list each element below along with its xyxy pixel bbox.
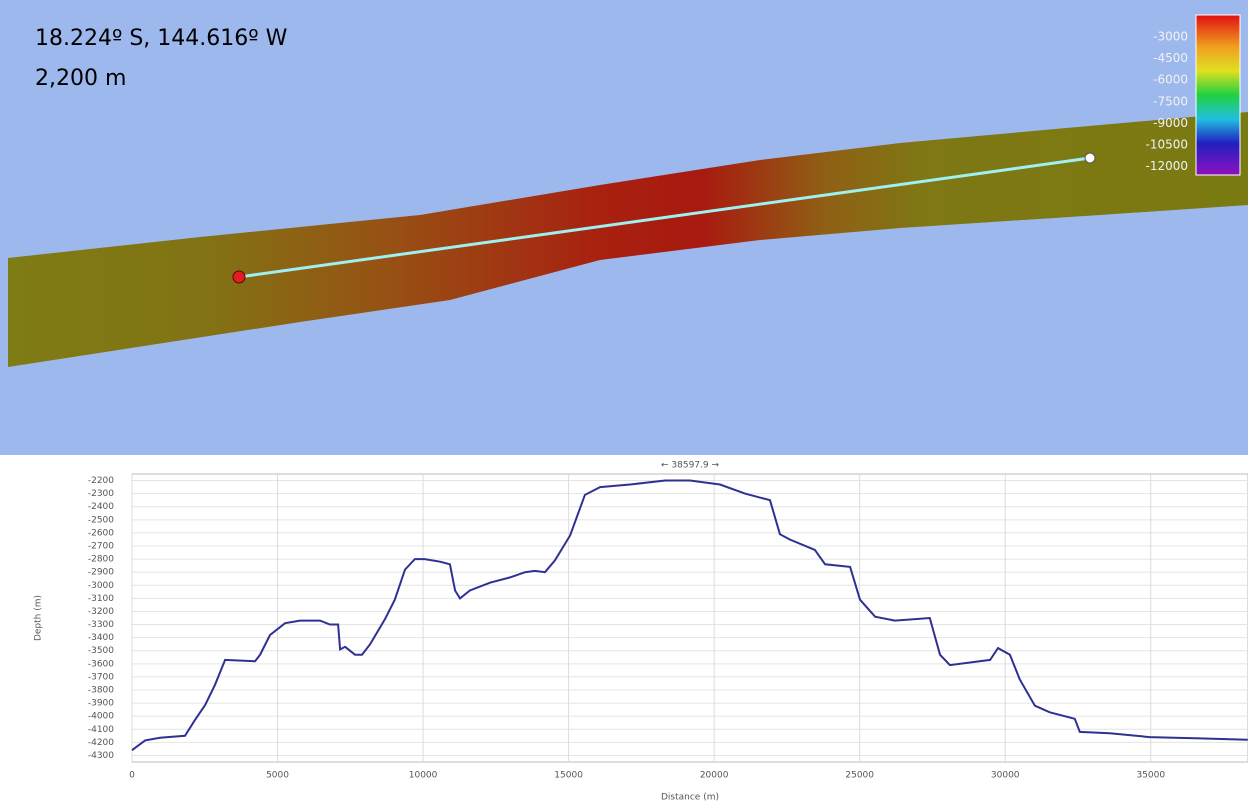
x-tick-label: 15000	[554, 771, 583, 781]
y-tick-label: -2300	[88, 489, 114, 499]
y-tick-label: -3900	[88, 699, 114, 709]
y-tick-label: -3700	[88, 672, 114, 682]
y-tick-label: -4200	[88, 738, 114, 748]
start-marker	[233, 271, 245, 283]
y-tick-label: -4300	[88, 751, 114, 761]
colorbar-label: -10500	[1145, 138, 1188, 152]
colorbar-label: -7500	[1153, 94, 1188, 108]
x-tick-label: 0	[129, 771, 135, 781]
y-tick-label: -3400	[88, 633, 114, 643]
y-tick-label: -2600	[88, 528, 114, 538]
colorbar-label: -12000	[1145, 159, 1188, 173]
x-axis-label: Distance (m)	[661, 793, 719, 803]
y-tick-label: -2700	[88, 542, 114, 552]
y-tick-label: -3600	[88, 659, 114, 669]
y-tick-label: -3100	[88, 594, 114, 604]
x-tick-label: 5000	[266, 771, 289, 781]
plot-area	[132, 474, 1248, 762]
y-tick-label: -2500	[88, 515, 114, 525]
depth-label: 2,200 m	[35, 66, 126, 91]
y-tick-label: -3000	[88, 581, 114, 591]
colorbar	[1196, 15, 1240, 175]
colorbar-label: -9000	[1153, 116, 1188, 130]
colorbar-label: -3000	[1153, 30, 1188, 44]
span-label: ← 38597.9 →	[661, 461, 719, 471]
y-tick-label: -2900	[88, 568, 114, 578]
y-axis-label: Depth (m)	[34, 595, 44, 641]
y-tick-label: -2200	[88, 476, 114, 486]
colorbar-label: -6000	[1153, 73, 1188, 87]
y-tick-label: -3200	[88, 607, 114, 617]
profile-chart: ← 38597.9 → Distance (m) Depth (m) -2200…	[34, 461, 1248, 803]
screen: 18.224º S, 144.616º W 2,200 m -3000 -4500…	[0, 0, 1248, 805]
y-tick-label: -4000	[88, 712, 114, 722]
colorbar-label: -4500	[1153, 51, 1188, 65]
y-tick-label: -3800	[88, 686, 114, 696]
y-tick-label: -4100	[88, 725, 114, 735]
location-label: 18.224º S, 144.616º W	[35, 26, 288, 51]
map: 18.224º S, 144.616º W 2,200 m -3000 -4500…	[0, 0, 1248, 455]
x-tick-label: 35000	[1136, 771, 1165, 781]
x-tick-label: 10000	[409, 771, 438, 781]
y-tick-label: -2400	[88, 502, 114, 512]
y-tick-label: -3500	[88, 646, 114, 656]
x-tick-label: 20000	[700, 771, 729, 781]
x-tick-label: 30000	[991, 771, 1020, 781]
end-marker	[1085, 153, 1095, 163]
y-tick-label: -2800	[88, 555, 114, 565]
y-tick-label: -3300	[88, 620, 114, 630]
x-tick-label: 25000	[845, 771, 874, 781]
